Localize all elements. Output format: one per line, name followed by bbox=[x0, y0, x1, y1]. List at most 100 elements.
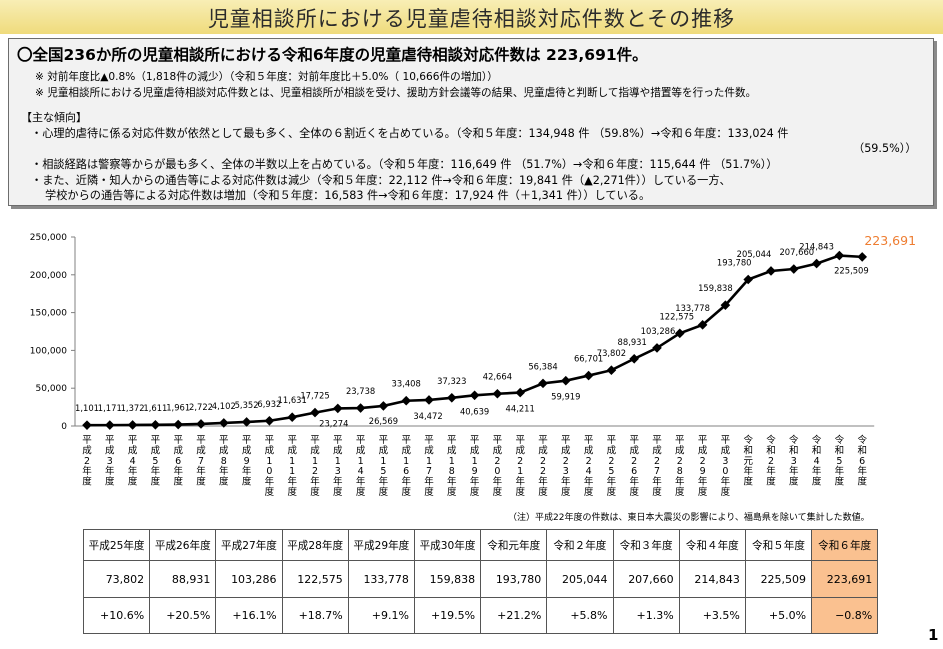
x-tick-label: 令和 3 年度 bbox=[789, 434, 799, 488]
data-labels: 1,1011,1711,3721,6111,9612,7224,1025,352… bbox=[75, 233, 916, 429]
x-tick-label: 平成 2 4 年度 bbox=[584, 435, 594, 498]
y-tick-label: 50,000 bbox=[36, 384, 68, 394]
data-table: 平成25年度 平成26年度 平成27年度 平成28年度 平成29年度 平成30年度 令和元年… bbox=[82, 529, 879, 634]
data-label: 40,639 bbox=[460, 406, 489, 416]
x-tick-label: 平成 2 9 年度 bbox=[698, 435, 708, 498]
data-point bbox=[583, 370, 594, 381]
data-point bbox=[446, 392, 457, 403]
trend-item-1-cont: （59.5%）） bbox=[853, 142, 917, 155]
data-point bbox=[287, 412, 298, 423]
x-tick-label: 平成 4 年度 bbox=[128, 435, 138, 488]
table-change-cell: +5.0% bbox=[744, 597, 813, 634]
data-label: 42,664 bbox=[483, 372, 512, 382]
data-label: 59,919 bbox=[551, 392, 580, 402]
x-tick-label: 平成 7 年度 bbox=[196, 435, 206, 488]
x-tick-label: 平成 1 8 年度 bbox=[447, 435, 457, 498]
data-label: 56,384 bbox=[528, 361, 557, 371]
x-tick-label: 平成 5 年度 bbox=[151, 435, 161, 488]
x-tick-label: 平成 2 0 年度 bbox=[493, 435, 503, 498]
latest-value-label: 223,691 bbox=[864, 233, 916, 248]
x-tick-label: 平成 2 3 年度 bbox=[561, 435, 571, 498]
data-point bbox=[264, 415, 275, 426]
trend-item-3: ・また、近隣・知人からの通告等による対応件数は減少（令和５年度：22,112 件… bbox=[31, 174, 731, 187]
data-point bbox=[560, 375, 571, 386]
data-label: 23,738 bbox=[346, 386, 375, 396]
line-chart: 0 50,000 100,000 150,000 200,000 250,000 平成 2 年… bbox=[30, 233, 916, 498]
data-label: 1,961 bbox=[166, 403, 190, 413]
x-tick-label: 平成 3 0 年度 bbox=[721, 435, 731, 498]
data-label: 11,631 bbox=[278, 395, 307, 405]
page-number: 1 bbox=[928, 626, 939, 644]
data-point bbox=[173, 419, 184, 430]
data-point bbox=[515, 387, 526, 398]
table-count-cell: 223,691 bbox=[811, 560, 879, 598]
table-header-cell: 令和４年度 bbox=[678, 529, 746, 561]
data-point bbox=[811, 258, 822, 269]
x-tick-label: 平成 2 6 年度 bbox=[629, 435, 639, 498]
table-change-cell: +19.5% bbox=[413, 597, 482, 634]
data-point bbox=[697, 320, 708, 330]
trend-item-1: ・心理的虐待に係る対応件数が依然として最も多く、全体の６割近くを占めている。（令… bbox=[31, 127, 789, 140]
trend-item-3-cont: 学校からの通告等による対応件数は増加（令和５年度：16,583 件→令和６年度：… bbox=[45, 189, 651, 202]
x-tick-label: 平成 9 年度 bbox=[242, 435, 252, 488]
data-label: 193,780 bbox=[717, 258, 752, 268]
table-count-cell: 205,044 bbox=[546, 560, 614, 598]
table-header-cell: 平成28年度 bbox=[281, 529, 349, 561]
x-tick-label: 平成 1 9 年度 bbox=[470, 435, 480, 498]
chart-footnote: （注）平成22年度の件数は、東日本大震災の影響により、福島県を除いて集計した数値… bbox=[508, 513, 870, 523]
data-point bbox=[310, 407, 320, 418]
data-label: 73,802 bbox=[597, 348, 626, 358]
data-point bbox=[241, 417, 252, 427]
table-changes-row: +10.6% +20.5% +16.1% +18.7% +9.1% +19.5% +21.2… bbox=[82, 597, 879, 634]
data-point bbox=[788, 264, 799, 274]
data-point bbox=[424, 395, 434, 405]
table-count-cell: 225,509 bbox=[744, 560, 813, 598]
data-point bbox=[127, 420, 138, 430]
table-change-cell: +16.1% bbox=[215, 597, 283, 634]
y-tick-label: 150,000 bbox=[30, 309, 67, 319]
data-label: 5,352 bbox=[235, 400, 259, 410]
table-count-cell: 207,660 bbox=[612, 560, 680, 598]
y-tick-label: 0 bbox=[61, 422, 67, 432]
data-label: 6,932 bbox=[257, 399, 281, 409]
data-label: 26,569 bbox=[369, 416, 398, 426]
table-change-cell: +5.8% bbox=[546, 597, 614, 634]
data-point bbox=[834, 250, 845, 261]
data-label: 207,660 bbox=[779, 247, 814, 257]
table-count-cell: 73,802 bbox=[82, 560, 151, 598]
x-tick-label: 平成 2 1 年度 bbox=[515, 435, 525, 498]
table-counts-row: 73,802 88,931 103,286 122,575 133,778 159,838… bbox=[82, 560, 879, 598]
table-count-cell: 133,778 bbox=[347, 560, 415, 598]
table-count-cell: 103,286 bbox=[215, 560, 283, 598]
x-tick-label: 平成 3 年度 bbox=[105, 435, 115, 488]
x-tick-label: 令和 2 年度 bbox=[766, 434, 776, 488]
x-tick-label: 平成 2 年度 bbox=[82, 435, 92, 488]
table-header-cell: 令和３年度 bbox=[612, 529, 680, 561]
summary-note-2: ※ 児童相談所における児童虐待相談対応件数とは、児童相談所が相談を受け、援助方針… bbox=[35, 87, 757, 99]
data-point bbox=[196, 419, 206, 429]
data-label: 225,509 bbox=[834, 266, 869, 276]
table-change-cell: +18.7% bbox=[281, 597, 349, 634]
table-count-cell: 193,780 bbox=[480, 560, 548, 598]
x-tick-label: 平成 2 5 年度 bbox=[607, 435, 617, 498]
table-count-cell: 122,575 bbox=[281, 560, 349, 598]
table-count-cell: 214,843 bbox=[678, 560, 746, 598]
data-point bbox=[332, 403, 343, 414]
table-change-cell: +10.6% bbox=[82, 597, 151, 634]
table-count-cell: 88,931 bbox=[149, 560, 217, 598]
table-header-cell: 令和６年度 bbox=[811, 529, 879, 561]
x-tick-label: 令和 4 年度 bbox=[812, 434, 822, 488]
x-tick-label: 平成 6 年度 bbox=[173, 435, 183, 488]
table-change-cell: +1.3% bbox=[612, 597, 680, 634]
title-bar bbox=[0, 0, 943, 34]
data-point bbox=[82, 420, 92, 430]
data-label: 4,102 bbox=[212, 401, 236, 411]
x-tick-label: 平成 1 1 年度 bbox=[287, 435, 297, 498]
x-tick-label: 平成 1 5 年度 bbox=[379, 435, 389, 498]
data-label: 33,408 bbox=[392, 379, 421, 389]
data-label: 34,472 bbox=[413, 411, 442, 421]
x-tick-label: 令和 5 年度 bbox=[835, 434, 845, 488]
data-point bbox=[492, 388, 503, 399]
data-label: 103,286 bbox=[641, 326, 676, 336]
table-header-row: 平成25年度 平成26年度 平成27年度 平成28年度 平成29年度 平成30年度 令和元年… bbox=[82, 529, 879, 561]
